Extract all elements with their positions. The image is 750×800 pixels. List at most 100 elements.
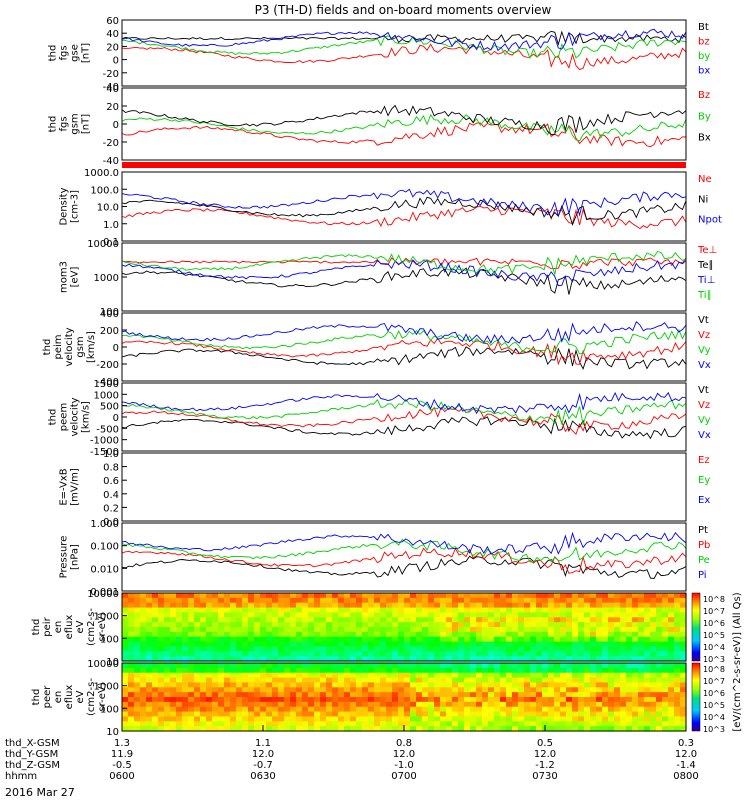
y-tick-label: -200 [96,360,119,371]
y-tick-label: 1000.0 [84,168,119,179]
y-tick-label: 100 [100,704,119,715]
spectrogram-cells [122,663,687,732]
y-tick-label: 100 [100,307,119,318]
svg-text:[nT]: [nT] [81,43,92,63]
panel-efield: 1.0 0.8 0.6 0.4 0.2 0.0 E=-VxB [mV/m] Ez Ey Ex [59,449,711,528]
ephemeris-value: 12.0 [393,749,415,760]
ephemeris-value: 0.3 [678,738,694,749]
series-Ti⊥ [121,259,687,287]
colorbar-tick: 10^6 [703,689,725,698]
y-tick-label: 10.0 [97,203,119,214]
panel-peir-spectrogram: 10000 1000 100 10 thd peir en eflux eV (cm2-s-sr-… [31,589,687,668]
y-tick-label: -40 [103,82,119,93]
svg-text:peir: peir [42,616,53,636]
series-Vt [121,416,687,440]
y-axis-label: Density [cm-3] [59,187,81,225]
svg-text:(cm2-s-: (cm2-s- [86,678,97,716]
series-bz [121,43,687,71]
legend-Ni: Ni [698,194,708,205]
svg-text:thd: thd [48,116,59,133]
ephemeris-value: -1.4 [676,760,696,771]
panel-frame [121,522,687,592]
panel-legend: Bz By Bx [698,90,711,144]
series-Bt [121,30,687,47]
legend-Pb: Pb [698,540,710,551]
ephemeris-label: thd_X-GSM [5,738,60,749]
y-tick-label: 1500 [94,379,119,390]
legend-Vx: Vx [698,360,711,371]
series-Vy [121,328,687,355]
panel-legend: Bt bz by bx [698,22,710,77]
ephemeris-value: 0.8 [396,738,412,749]
svg-text:thd: thd [31,689,42,706]
y-tick-label: 1000 [94,682,119,693]
legend-Ey: Ey [698,475,710,486]
series-Ti∥ [121,250,687,277]
ephemeris-value: 1.1 [255,738,271,749]
ephemeris-value: 1.3 [114,738,130,749]
svg-text:peer: peer [42,685,53,709]
ephemeris-value: 0600 [109,771,134,782]
series-Vz [121,406,687,436]
y-axis-label: thd peem velocity [km/s] [48,397,92,436]
ephemeris-value: 12.0 [252,749,274,760]
colorbar-tick: 10^3 [703,725,725,734]
svg-text:sr-eV): sr-eV) [97,612,108,641]
legend-Bt: Bt [698,22,709,33]
svg-text:[km/s]: [km/s] [81,401,92,433]
y-tick-label: -1000 [90,436,119,447]
colorbar-label: [eV/(cm^2-s-sr-eV)] (All Qs) [732,592,743,731]
ephemeris-value: 11.9 [111,749,133,760]
panel-legend: Vt Vz Vy Vx [698,385,711,441]
legend-Te∥: Te∥ [697,260,714,271]
y-axis-label: thd fgs gsm [nT] [48,113,92,134]
y-tick-label: 1.0 [103,220,119,231]
legend-Ti⊥: Ti⊥ [697,275,715,286]
y-tick-label: 0 [113,413,119,424]
y-tick-label: 0 [113,56,119,67]
y-tick-label: 0.2 [103,503,119,514]
svg-text:[nPa]: [nPa] [70,544,81,570]
panel-frame [121,452,687,522]
svg-text:eV: eV [75,620,86,633]
ephemeris-label: thd_Y-GSM [5,749,58,760]
legend-Bz: Bz [698,90,710,101]
svg-text:gsm: gsm [70,113,81,134]
svg-text:gse: gse [70,44,81,62]
ephemeris-value: -0.5 [112,760,132,771]
figure-title: P3 (TH-D) fields and on-board moments ov… [255,3,552,17]
legend-Pi: Pi [698,570,707,581]
panel-legend: Te⊥ Te∥ Ti⊥ Ti∥ [697,245,717,301]
y-tick-label: 20 [106,102,119,113]
y-tick-label: 10 [106,727,119,738]
ephemeris-value: -0.7 [253,760,273,771]
y-tick-label: 0.6 [103,476,119,487]
y-axis-label: thd peir en eflux eV (cm2-s-sr-eV) [31,608,108,646]
colorbar-tick: 10^6 [703,619,725,628]
legend-By: By [698,111,711,122]
y-tick-label: 0.4 [103,490,119,501]
spectrogram-cells [122,593,687,662]
series-Vx [121,391,687,415]
y-axis-label: E=-VxB [mV/m] [59,468,81,506]
panel-legend: Pt Pb Pe Pi [698,525,710,581]
series-Bx [121,104,687,135]
y-tick-label: 100.0 [90,185,119,196]
colorbar-tick: 10^8 [703,595,725,604]
mode-bar [122,162,686,168]
panel-fgs-gse: 60 40 20 0 -20 -40 thd fgs gse [nT] Bt bz by bx [48,16,711,93]
y-tick-label: -40 [103,156,119,167]
panel-temperature: 10000 1000 100 mom3 [eV] Te⊥ Te∥ Ti⊥ Ti∥ [59,239,718,318]
y-axis-label: thd peer en eflux eV (cm2-s-sr-eV) [31,678,108,716]
svg-text:E=-VxB: E=-VxB [59,468,70,505]
svg-text:[cm-3]: [cm-3] [70,190,81,223]
series-Ni [121,196,687,226]
legend-Pe: Pe [698,555,710,566]
y-tick-label: 10000 [87,239,119,250]
svg-text:peim: peim [53,334,64,359]
y-tick-label: 0 [113,120,119,131]
colorbar-tick: 10^5 [703,631,725,640]
colorbar: 10^810^710^610^510^410^310^810^710^610^5… [691,592,743,734]
svg-text:thd: thd [31,619,42,636]
